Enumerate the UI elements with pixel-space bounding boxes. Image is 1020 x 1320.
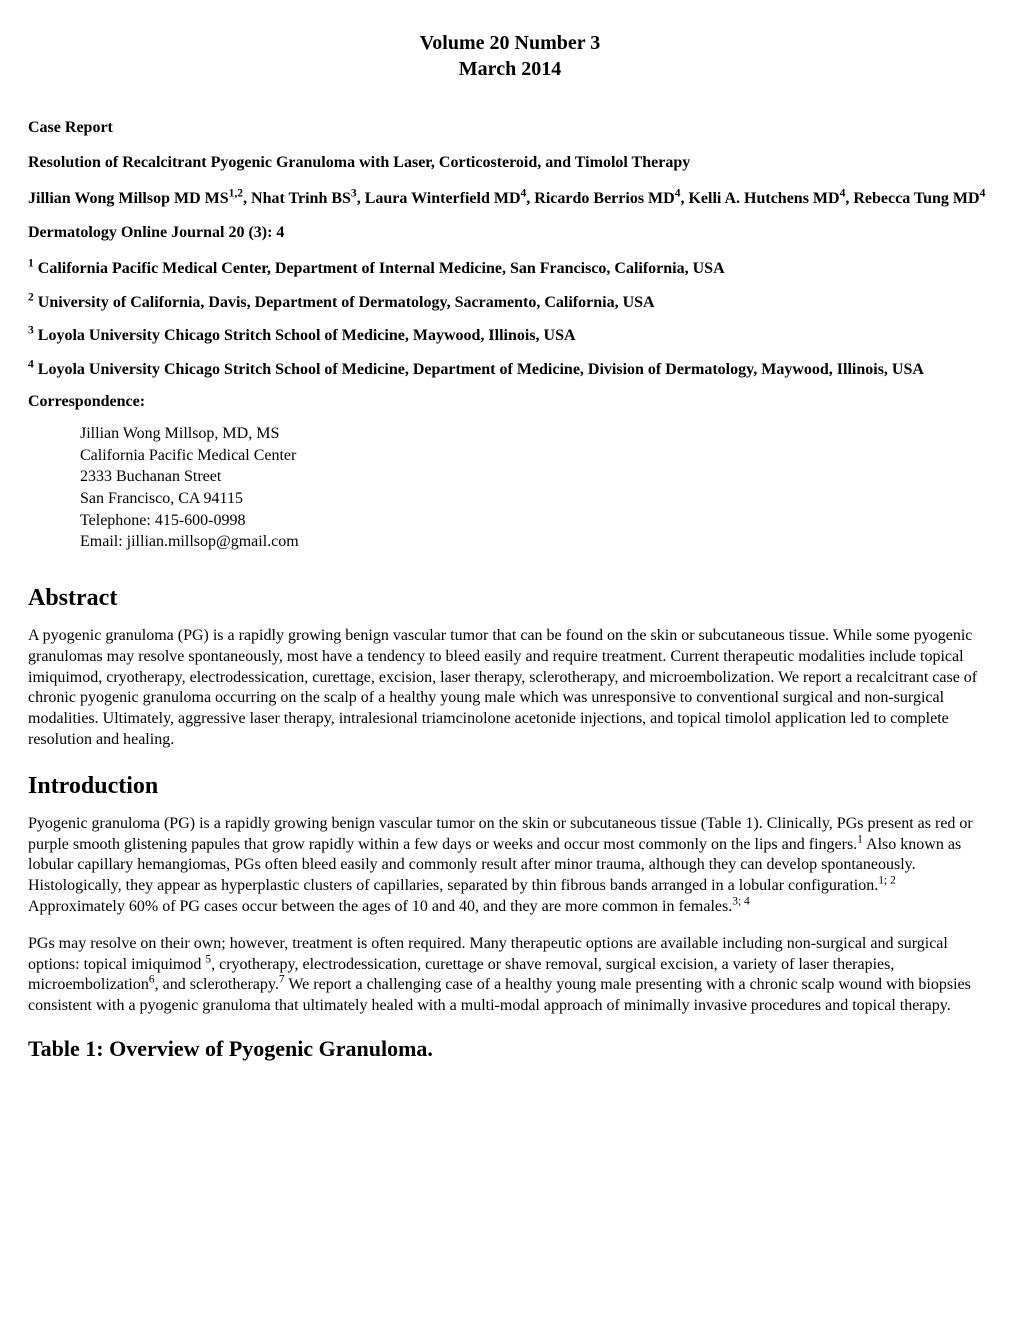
table-1-heading: Table 1: Overview of Pyogenic Granuloma. — [28, 1035, 992, 1064]
affiliation-1-text: California Pacific Medical Center, Depar… — [34, 260, 725, 277]
correspondence-institution: California Pacific Medical Center — [80, 445, 992, 467]
authors-line: Jillian Wong Millsop MD MS1,2, Nhat Trin… — [28, 188, 992, 210]
affiliation-4-text: Loyola University Chicago Stritch School… — [34, 361, 924, 378]
article-type-label: Case Report — [28, 118, 992, 139]
correspondence-block: Jillian Wong Millsop, MD, MS California … — [80, 423, 992, 553]
correspondence-phone: Telephone: 415-600-0998 — [80, 510, 992, 532]
introduction-p2: PGs may resolve on their own; however, t… — [28, 934, 992, 1017]
affiliation-3-text: Loyola University Chicago Stritch School… — [34, 327, 576, 344]
date-line: March 2014 — [28, 56, 992, 82]
author-5-name: Kelli A. Hutchens MD — [688, 190, 839, 207]
journal-header: Volume 20 Number 3 March 2014 — [28, 30, 992, 82]
affiliation-2-text: University of California, Davis, Departm… — [34, 294, 655, 311]
affiliation-4: 4 Loyola University Chicago Stritch Scho… — [28, 359, 992, 381]
journal-citation: Dermatology Online Journal 20 (3): 4 — [28, 223, 992, 244]
introduction-p1: Pyogenic granuloma (PG) is a rapidly gro… — [28, 814, 992, 918]
intro-p1-s3: 3; 4 — [732, 896, 750, 908]
intro-p1-s2: 1; 2 — [878, 875, 896, 887]
author-6-sup: 4 — [980, 187, 986, 199]
abstract-heading: Abstract — [28, 583, 992, 614]
article-title: Resolution of Recalcitrant Pyogenic Gran… — [28, 153, 992, 174]
author-4-name: Ricardo Berrios MD — [534, 190, 674, 207]
author-3-name: Laura Winterfield MD — [365, 190, 521, 207]
introduction-heading: Introduction — [28, 771, 992, 802]
correspondence-name: Jillian Wong Millsop, MD, MS — [80, 423, 992, 445]
correspondence-street: 2333 Buchanan Street — [80, 466, 992, 488]
intro-p1-t3: Approximately 60% of PG cases occur betw… — [28, 898, 732, 915]
affiliation-1: 1 California Pacific Medical Center, Dep… — [28, 258, 992, 280]
correspondence-email: Email: jillian.millsop@gmail.com — [80, 531, 992, 553]
author-sep-2: , — [357, 190, 365, 207]
author-1-name: Jillian Wong Millsop MD MS — [28, 190, 229, 207]
author-6-name: Rebecca Tung MD — [853, 190, 979, 207]
author-sep-1: , — [243, 190, 251, 207]
affiliation-2: 2 University of California, Davis, Depar… — [28, 292, 992, 314]
author-2-name: Nhat Trinh BS — [251, 190, 351, 207]
intro-p1-t1: Pyogenic granuloma (PG) is a rapidly gro… — [28, 815, 973, 853]
correspondence-city: San Francisco, CA 94115 — [80, 488, 992, 510]
author-1-sup: 1,2 — [229, 187, 243, 199]
intro-p2-t3: , and sclerotherapy. — [155, 976, 279, 993]
abstract-body: A pyogenic granuloma (PG) is a rapidly g… — [28, 626, 992, 751]
affiliation-3: 3 Loyola University Chicago Stritch Scho… — [28, 325, 992, 347]
volume-line: Volume 20 Number 3 — [28, 30, 992, 56]
correspondence-label: Correspondence: — [28, 392, 992, 413]
